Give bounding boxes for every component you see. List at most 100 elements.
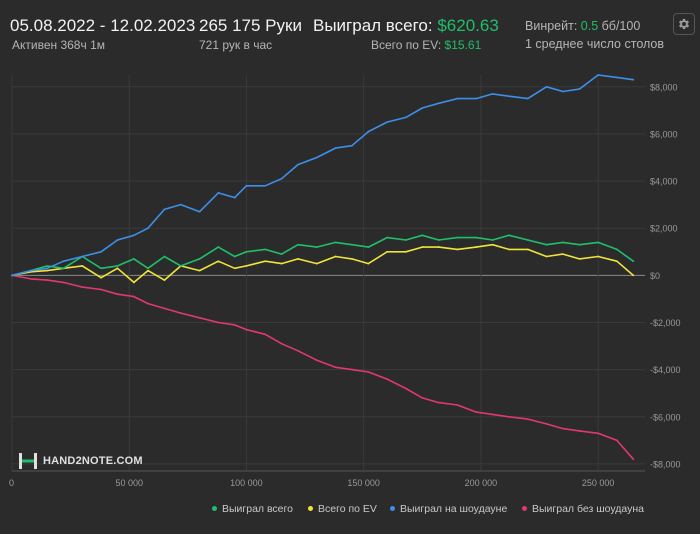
showdown-series-point xyxy=(147,227,149,230)
gear-icon xyxy=(678,18,690,30)
non-showdown-series-point xyxy=(437,401,440,404)
x-tick-label: 150 000 xyxy=(347,478,380,488)
y-tick-label: -$8,000 xyxy=(650,459,681,469)
non-showdown-series-point xyxy=(545,422,548,425)
y-tick-label: -$6,000 xyxy=(650,412,681,422)
y-tick-label: -$2,000 xyxy=(650,318,681,328)
series xyxy=(11,74,635,461)
non-showdown-series-point xyxy=(315,359,318,362)
legend-label: Выиграл всего xyxy=(222,503,293,515)
legend-dot xyxy=(522,505,527,511)
won-series-point xyxy=(245,250,248,253)
non-showdown-series-point xyxy=(233,323,236,326)
won-series-point xyxy=(421,234,424,237)
showdown-series-point xyxy=(217,191,220,194)
non-showdown-series-point xyxy=(198,316,201,319)
showdown-series-point xyxy=(421,107,424,109)
won-series-point xyxy=(597,241,600,244)
ev-series-point xyxy=(297,257,299,260)
showdown-series-point xyxy=(632,78,635,81)
ev-series-point xyxy=(526,248,529,251)
showdown-series-point xyxy=(133,234,135,237)
y-tick-label: $4,000 xyxy=(650,177,678,187)
showdown-series-point xyxy=(163,208,166,211)
showdown-series-point xyxy=(334,147,337,149)
won-series-point xyxy=(179,265,182,267)
legend-item-won[interactable]: Выиграл всего xyxy=(212,503,293,515)
showdown-series-point xyxy=(315,156,318,159)
ev-series-point xyxy=(421,246,424,248)
non-showdown-series-point xyxy=(615,439,618,442)
legend-label: Всего по EV xyxy=(318,503,377,515)
showdown-series-point xyxy=(437,102,440,105)
x-tick-label: 250 000 xyxy=(582,478,615,488)
settings-button[interactable] xyxy=(673,13,695,35)
non-showdown-series-point xyxy=(367,371,370,373)
showdown-series-point xyxy=(280,177,283,180)
showdown-series-point xyxy=(578,88,581,91)
line-chart: -$8,000 -$6,000 -$4,000 -$2,000 $0 $2,000 $4,0… xyxy=(9,74,681,488)
logo-text: HAND2NOTE.COM xyxy=(43,455,143,467)
won-series-point xyxy=(198,257,201,260)
ev-series-point xyxy=(475,246,478,248)
y-tick-label: -$4,000 xyxy=(650,365,681,375)
won-series-point xyxy=(351,243,353,246)
showdown-series-point xyxy=(386,121,389,124)
legend-dot xyxy=(390,505,395,511)
ev-series-point xyxy=(632,274,635,277)
won-series-point xyxy=(280,253,283,256)
won-series-point xyxy=(526,239,529,241)
won-series-point xyxy=(62,267,65,270)
showdown-series-point xyxy=(198,210,201,213)
chart-legend: Выиграл всего Всего по EV Выиграл на шоу… xyxy=(0,500,700,520)
non-showdown-series-point xyxy=(81,286,84,289)
non-showdown-series-point xyxy=(245,328,248,331)
ev-series-point xyxy=(233,267,236,270)
legend-item-ev[interactable]: Всего по EV xyxy=(308,503,377,515)
non-showdown-series-point xyxy=(179,312,182,314)
total-won-value: $620.63 xyxy=(437,16,499,35)
non-showdown-series-point xyxy=(133,295,135,298)
legend-item-non-showdown[interactable]: Выиграл без шоудауна xyxy=(522,503,644,515)
y-tick-label: $8,000 xyxy=(650,82,678,92)
non-showdown-series-point xyxy=(264,333,267,336)
winrate-value: 0.5 xyxy=(580,19,599,33)
ev-series-point xyxy=(198,269,201,272)
ev-series-point xyxy=(163,279,166,281)
legend-dot xyxy=(212,505,217,511)
legend-dot xyxy=(308,505,313,511)
y-tick-label: $6,000 xyxy=(650,129,678,139)
won-series-point xyxy=(615,248,618,251)
non-showdown-series-point xyxy=(578,430,581,432)
won-series-point xyxy=(163,255,166,258)
ev-series-line xyxy=(11,243,634,284)
legend-label: Выиграл без шоудауна xyxy=(532,503,644,515)
non-showdown-series-point xyxy=(217,321,220,324)
won-series-point xyxy=(147,267,149,270)
showdown-series-point xyxy=(297,163,299,166)
non-showdown-series-point xyxy=(404,387,407,390)
non-showdown-series-point xyxy=(421,397,424,399)
showdown-series-point xyxy=(526,97,529,100)
y-tick-label: $0 xyxy=(650,271,660,281)
total-ev-label: Всего по EV: xyxy=(371,38,445,52)
showdown-series-point xyxy=(562,90,564,93)
won-series-point xyxy=(437,239,440,241)
non-showdown-series-point xyxy=(62,281,65,284)
won-series-point xyxy=(632,260,635,263)
ev-series-point xyxy=(81,265,84,267)
non-showdown-series-point xyxy=(475,411,478,413)
showdown-series-point xyxy=(456,97,459,100)
legend-label: Выиграл на шоудауне xyxy=(400,503,508,515)
ev-series-point xyxy=(456,248,459,251)
ev-series-point xyxy=(404,250,407,253)
showdown-series-point xyxy=(508,95,510,98)
showdown-series-point xyxy=(116,239,119,241)
legend-item-showdown[interactable]: Выиграл на шоудауне xyxy=(390,503,507,515)
winrate: Винрейт: 0.5 бб/100 xyxy=(525,19,640,33)
ev-series-point xyxy=(367,262,370,265)
ev-series-point xyxy=(437,246,440,248)
non-showdown-series-point xyxy=(334,366,337,369)
ev-series-point xyxy=(578,257,581,260)
showdown-series-point xyxy=(29,269,32,272)
